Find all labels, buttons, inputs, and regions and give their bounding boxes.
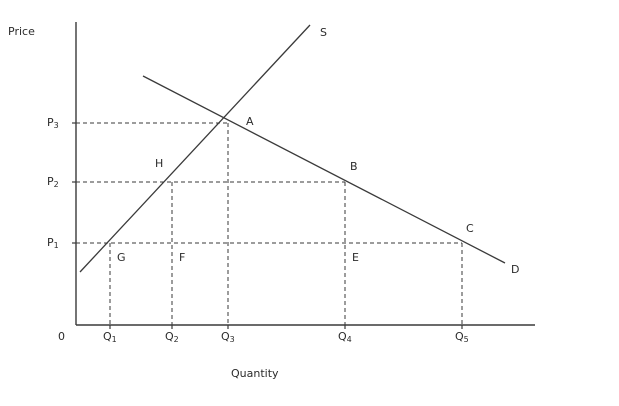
demand-curve-label: D xyxy=(511,263,520,276)
quantity-tick-subscript-2: 2 xyxy=(173,335,179,344)
quantity-tick-label-4: Q4 xyxy=(338,330,352,344)
quantity-tick-subscript-4: 4 xyxy=(346,335,352,344)
point-label-f: F xyxy=(179,251,186,264)
point-label-g: G xyxy=(117,251,126,264)
curve-lines xyxy=(79,24,506,273)
quantity-tick-label-2: Q2 xyxy=(165,330,179,344)
price-tick-label-2: P2 xyxy=(47,175,59,189)
axes-lines xyxy=(75,22,535,326)
point-label-a: A xyxy=(246,115,254,128)
horizontal-guide-lines xyxy=(76,122,462,244)
price-tick-subscript-1: 1 xyxy=(53,241,59,250)
vertical-guide-lines xyxy=(109,123,463,325)
x-axis-title: Quantity xyxy=(231,367,279,380)
quantity-tick-subscript-1: 1 xyxy=(111,335,117,344)
point-label-c: C xyxy=(466,222,474,235)
quantity-tick-subscript-5: 5 xyxy=(463,335,469,344)
supply-curve-label: S xyxy=(320,26,327,39)
price-tick-label-1: P1 xyxy=(47,236,59,250)
point-label-b: B xyxy=(350,160,358,173)
demand-curve xyxy=(142,75,506,264)
quantity-tick-label-1: Q1 xyxy=(103,330,117,344)
price-tick-subscript-3: 3 xyxy=(53,121,59,130)
origin-label: 0 xyxy=(58,330,65,343)
price-tick-subscript-2: 2 xyxy=(53,180,59,189)
y-axis-title: Price xyxy=(8,25,35,38)
point-label-h: H xyxy=(155,157,164,170)
supply-curve xyxy=(79,24,311,273)
axis-tick-marks xyxy=(72,122,463,329)
quantity-tick-label-5: Q5 xyxy=(455,330,469,344)
quantity-tick-subscript-3: 3 xyxy=(229,335,235,344)
quantity-tick-label-3: Q3 xyxy=(221,330,235,344)
price-tick-label-3: P3 xyxy=(47,116,59,130)
point-label-e: E xyxy=(352,251,359,264)
